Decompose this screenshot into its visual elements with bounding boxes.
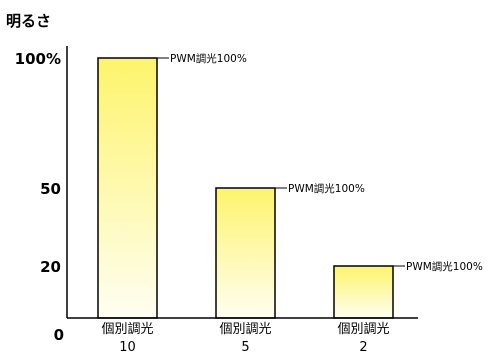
bar-annotations: PWM調光100% PWM調光100% PWM調光100% <box>157 52 483 273</box>
bar-annotation: PWM調光100% <box>170 52 247 65</box>
x-category-label: 個別調光 <box>337 322 389 337</box>
bar-annotation: PWM調光100% <box>406 260 483 273</box>
y-axis-title: 明るさ <box>6 12 51 30</box>
y-tick-label: 0 <box>54 326 64 344</box>
x-category-label: 個別調光 <box>219 322 271 337</box>
y-tick-label: 50 <box>40 180 61 198</box>
bar <box>333 265 394 319</box>
x-category-number: 10 <box>119 340 136 354</box>
y-tick-label: 100% <box>15 50 61 68</box>
x-axis-categories: 個別調光 10 個別調光 5 個別調光 2 <box>101 322 389 354</box>
x-category-number: 5 <box>241 340 249 354</box>
bar <box>215 187 276 319</box>
bars <box>97 57 394 319</box>
bar <box>97 57 158 319</box>
y-tick-label: 20 <box>40 258 61 276</box>
x-category-label: 個別調光 <box>101 322 153 337</box>
x-category-number: 2 <box>359 340 367 354</box>
y-axis-ticks: 0 20 50 100% <box>15 50 64 344</box>
bar-annotation: PWM調光100% <box>288 182 365 195</box>
